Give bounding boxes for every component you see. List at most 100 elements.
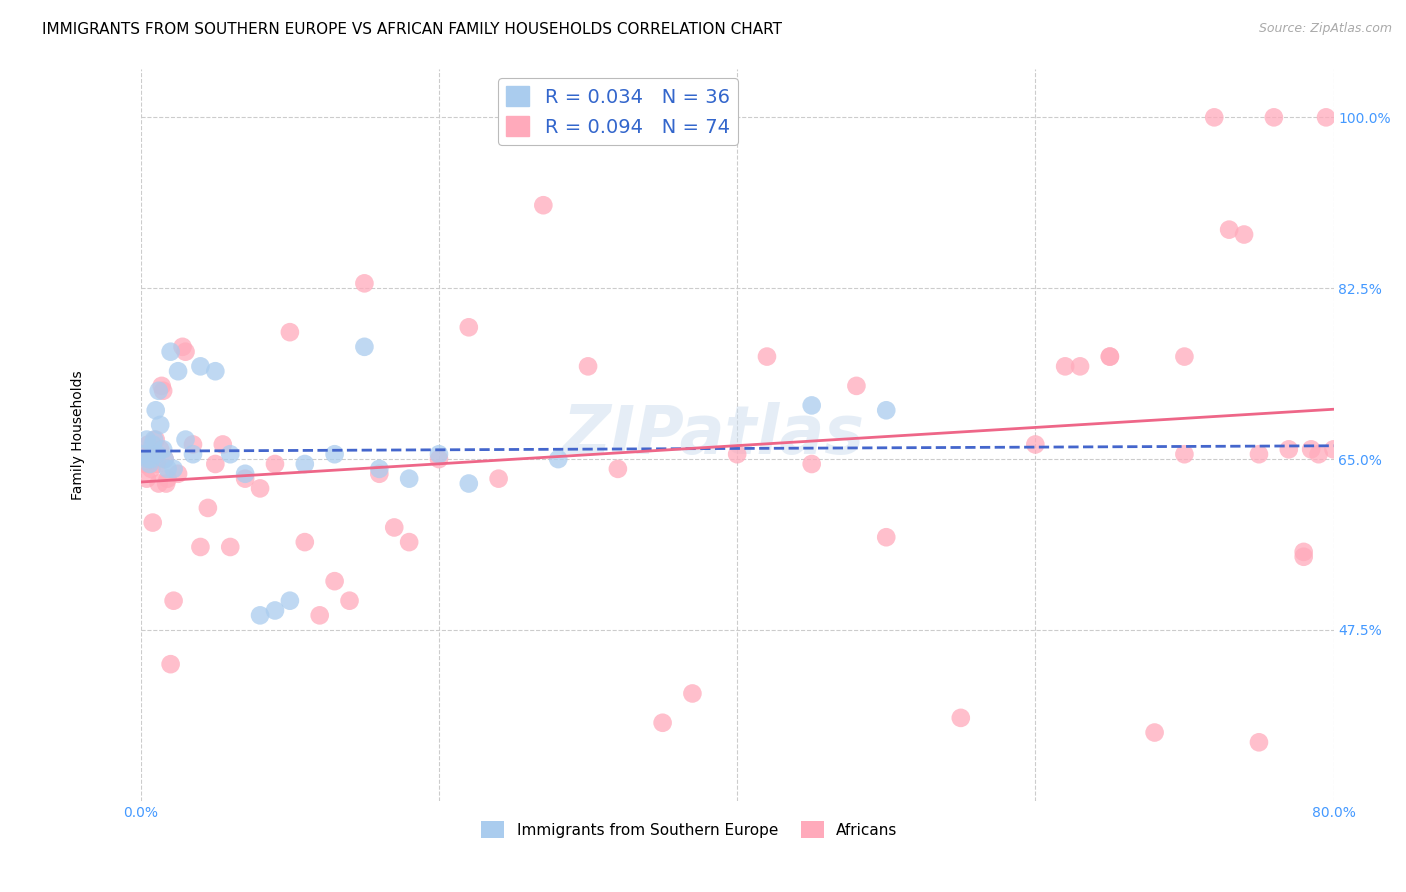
- Point: [159, 344, 181, 359]
- Point: [427, 447, 450, 461]
- Point: [264, 457, 287, 471]
- Point: [132, 457, 155, 471]
- Point: [1173, 447, 1195, 461]
- Point: [139, 447, 162, 461]
- Point: [1308, 447, 1330, 461]
- Point: [368, 462, 391, 476]
- Point: [141, 462, 163, 476]
- Point: [294, 457, 316, 471]
- Point: [204, 364, 226, 378]
- Point: [136, 452, 159, 467]
- Point: [155, 476, 177, 491]
- Point: [606, 462, 628, 476]
- Point: [308, 608, 330, 623]
- Point: [174, 433, 197, 447]
- Point: [148, 476, 170, 491]
- Text: Source: ZipAtlas.com: Source: ZipAtlas.com: [1258, 22, 1392, 36]
- Point: [149, 442, 172, 457]
- Point: [547, 452, 569, 467]
- Point: [162, 462, 184, 476]
- Point: [156, 472, 179, 486]
- Point: [1247, 447, 1270, 461]
- Point: [1204, 111, 1226, 125]
- Point: [1292, 549, 1315, 564]
- Point: [1315, 111, 1337, 125]
- Point: [146, 457, 169, 471]
- Point: [143, 447, 166, 461]
- Point: [135, 433, 157, 447]
- Point: [875, 403, 897, 417]
- Point: [1173, 350, 1195, 364]
- Text: IMMIGRANTS FROM SOUTHERN EUROPE VS AFRICAN FAMILY HOUSEHOLDS CORRELATION CHART: IMMIGRANTS FROM SOUTHERN EUROPE VS AFRIC…: [42, 22, 782, 37]
- Point: [181, 437, 204, 451]
- Point: [1069, 359, 1091, 374]
- Point: [1098, 350, 1121, 364]
- Point: [150, 379, 173, 393]
- Point: [427, 452, 450, 467]
- Point: [142, 437, 165, 451]
- Point: [141, 452, 163, 467]
- Point: [156, 462, 179, 476]
- Point: [204, 457, 226, 471]
- Point: [1301, 442, 1323, 457]
- Point: [800, 398, 823, 412]
- Point: [368, 467, 391, 481]
- Point: [233, 472, 256, 486]
- Point: [681, 686, 703, 700]
- Point: [142, 516, 165, 530]
- Point: [190, 359, 212, 374]
- Point: [152, 442, 174, 457]
- Point: [162, 593, 184, 607]
- Point: [949, 711, 972, 725]
- Point: [197, 500, 219, 515]
- Point: [211, 437, 233, 451]
- Point: [1247, 735, 1270, 749]
- Point: [152, 384, 174, 398]
- Point: [233, 467, 256, 481]
- Point: [353, 340, 375, 354]
- Point: [143, 433, 166, 447]
- Point: [264, 603, 287, 617]
- Point: [167, 364, 190, 378]
- Point: [135, 472, 157, 486]
- Point: [1233, 227, 1256, 242]
- Point: [219, 540, 242, 554]
- Point: [1278, 442, 1301, 457]
- Point: [149, 417, 172, 432]
- Text: ZIPatlas: ZIPatlas: [562, 401, 865, 467]
- Point: [800, 457, 823, 471]
- Point: [576, 359, 599, 374]
- Point: [153, 452, 176, 467]
- Point: [353, 277, 375, 291]
- Point: [153, 452, 176, 467]
- Point: [174, 344, 197, 359]
- Point: [132, 447, 155, 461]
- Point: [148, 384, 170, 398]
- Point: [398, 472, 420, 486]
- Point: [1098, 350, 1121, 364]
- Point: [219, 447, 242, 461]
- Point: [323, 447, 346, 461]
- Point: [167, 467, 190, 481]
- Y-axis label: Family Households: Family Households: [72, 370, 86, 500]
- Point: [1263, 111, 1285, 125]
- Point: [651, 715, 673, 730]
- Point: [294, 535, 316, 549]
- Point: [139, 457, 162, 471]
- Point: [755, 350, 778, 364]
- Point: [1054, 359, 1077, 374]
- Point: [725, 447, 748, 461]
- Legend: Immigrants from Southern Europe, Africans: Immigrants from Southern Europe, African…: [475, 814, 904, 845]
- Point: [136, 437, 159, 451]
- Point: [1143, 725, 1166, 739]
- Point: [339, 593, 361, 607]
- Point: [323, 574, 346, 589]
- Point: [249, 482, 271, 496]
- Point: [159, 657, 181, 672]
- Point: [146, 447, 169, 461]
- Point: [190, 540, 212, 554]
- Point: [145, 403, 167, 417]
- Point: [1322, 442, 1344, 457]
- Point: [249, 608, 271, 623]
- Point: [278, 593, 301, 607]
